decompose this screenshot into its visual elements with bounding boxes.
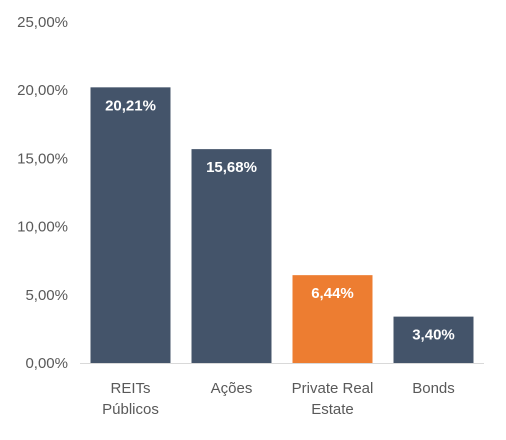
- data-label: 15,68%: [206, 159, 257, 176]
- y-tick-label: 25,00%: [17, 14, 68, 31]
- y-tick-label: 5,00%: [25, 287, 68, 304]
- y-tick-label: 15,00%: [17, 150, 68, 167]
- y-tick-label: 10,00%: [17, 219, 68, 236]
- data-label: 6,44%: [311, 285, 354, 302]
- y-tick-label: 0,00%: [25, 355, 68, 372]
- x-tick-label: Públicos: [102, 401, 159, 418]
- bar: [393, 316, 474, 363]
- y-tick-label: 20,00%: [17, 82, 68, 99]
- y-axis: 0,00% 5,00% 10,00% 15,00% 20,00% 25,00%: [17, 14, 68, 372]
- bar: [90, 87, 171, 363]
- x-axis: REITs Públicos Ações Private Real Estate Bond…: [80, 363, 484, 418]
- x-tick-label: Bonds: [412, 380, 455, 397]
- bars: 20,21% 15,68% 6,44% 3,40%: [90, 87, 474, 363]
- x-tick-label: REITs: [110, 380, 150, 397]
- data-label: 20,21%: [105, 97, 156, 114]
- x-tick-label: Private Real: [292, 380, 374, 397]
- bar: [292, 275, 373, 363]
- x-tick-label: Estate: [311, 401, 354, 418]
- bar: [191, 149, 272, 363]
- data-label: 3,40%: [412, 327, 455, 344]
- x-tick-label: Ações: [211, 380, 253, 397]
